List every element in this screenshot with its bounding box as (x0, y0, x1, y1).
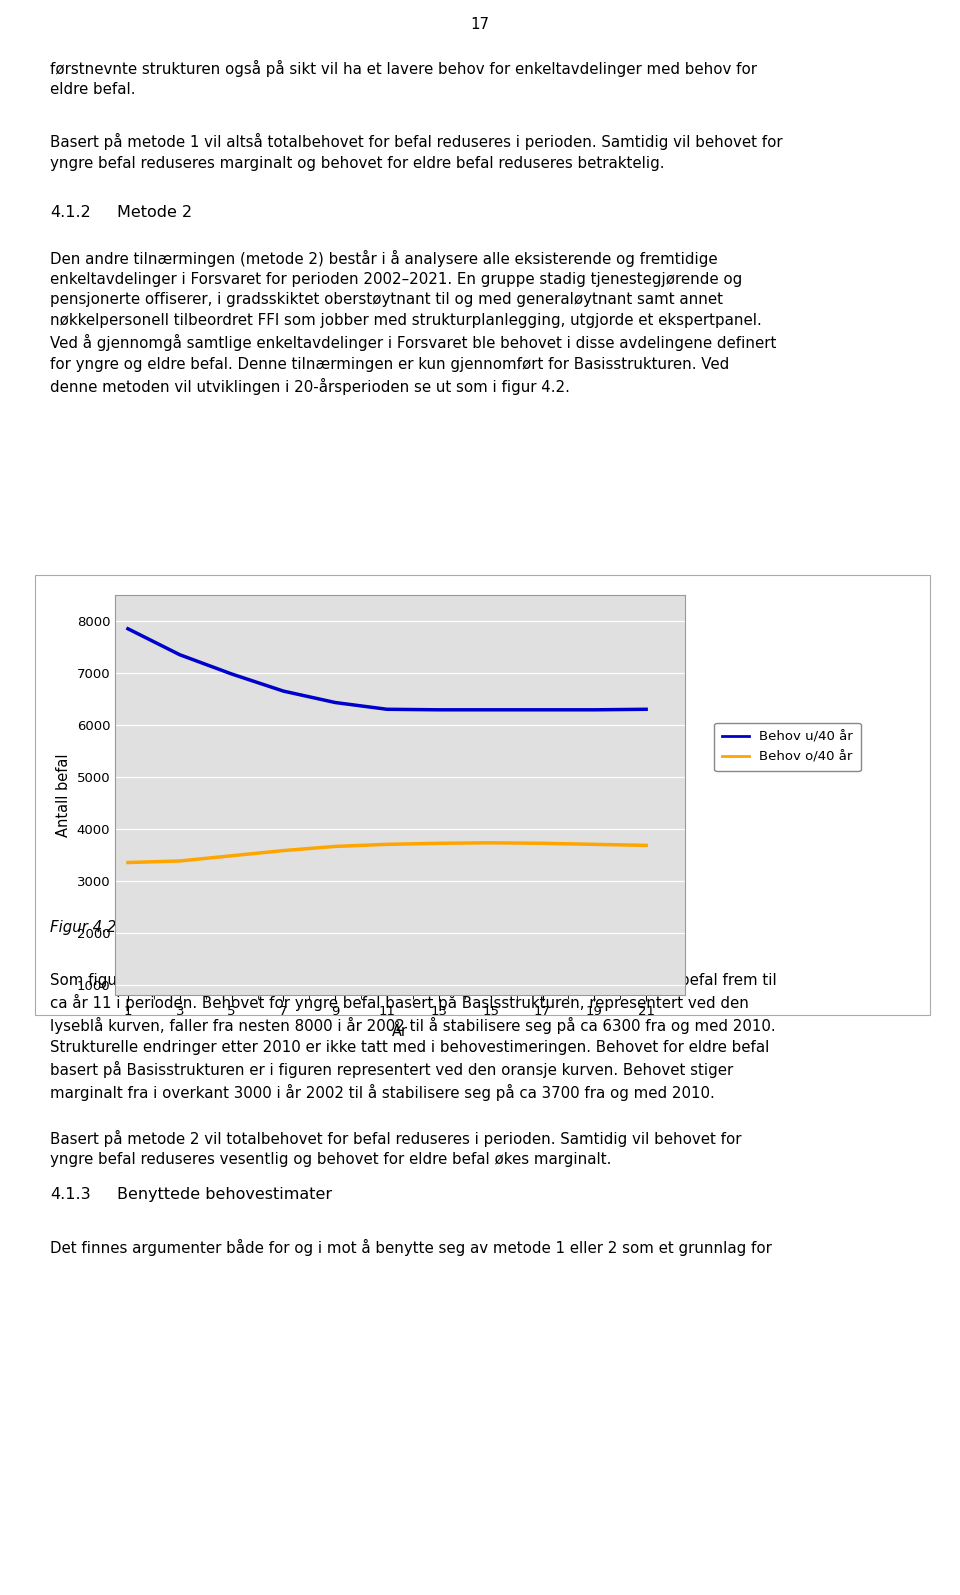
Text: Basert på metode 1 vil altså totalbehovet for befal reduseres i perioden. Samtid: Basert på metode 1 vil altså totalbehove… (50, 134, 782, 171)
Text: Som figuren viser vil det foregå en endring i behovet for både yngre befal og el: Som figuren viser vil det foregå en endr… (50, 970, 777, 1101)
Y-axis label: Antall befal: Antall befal (56, 753, 71, 837)
Text: 4.1.3: 4.1.3 (50, 1187, 90, 1203)
Text: 17: 17 (470, 16, 490, 32)
Text: Basert på metode 2 vil totalbehovet for befal reduseres i perioden. Samtidig vil: Basert på metode 2 vil totalbehovet for … (50, 1129, 741, 1168)
Text: 4.1.2: 4.1.2 (50, 204, 90, 220)
Text: Den andre tilnærmingen (metode 2) består i å analysere alle eksisterende og frem: Den andre tilnærmingen (metode 2) består… (50, 249, 777, 396)
Text: Metode 2: Metode 2 (117, 204, 192, 220)
Text: Benyttede behovestimater: Benyttede behovestimater (117, 1187, 332, 1203)
Text: Figur 4.2      Befalsbehov basert på metode 2: Figur 4.2 Befalsbehov basert på metode 2 (50, 917, 390, 935)
Legend: Behov u/40 år, Behov o/40 år: Behov u/40 år, Behov o/40 år (714, 723, 861, 772)
Text: førstnevnte strukturen også på sikt vil ha et lavere behov for enkeltavdelinger : førstnevnte strukturen også på sikt vil … (50, 59, 756, 97)
X-axis label: År: År (392, 1024, 408, 1038)
Text: Det finnes argumenter både for og i mot å benytte seg av metode 1 eller 2 som et: Det finnes argumenter både for og i mot … (50, 1238, 772, 1255)
